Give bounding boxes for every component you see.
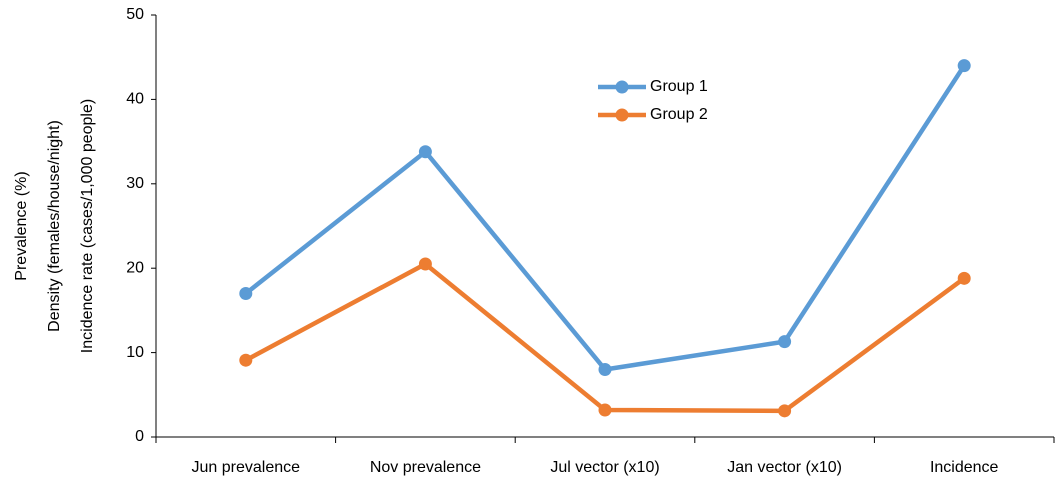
data-point [598,403,612,417]
data-point [418,257,432,271]
data-point [778,404,792,418]
x-tick-label: Jun prevalence [192,459,301,476]
y-tick-label: 50 [126,6,144,23]
y-axis-label: Prevalence (%) [13,171,30,280]
x-tick-label: Nov prevalence [370,459,481,476]
data-point [778,335,792,349]
data-point [957,59,971,73]
y-tick-label: 20 [126,259,144,276]
legend-marker [615,108,629,122]
y-tick-label: 10 [126,344,144,361]
legend-marker [615,80,629,94]
x-tick-label: Jul vector (x10) [550,459,659,476]
series-line [244,261,966,414]
legend-label: Group 1 [650,78,708,95]
x-tick-label: Jan vector (x10) [727,459,842,476]
legend-item: Group 1 [598,78,708,95]
legend-label: Group 2 [650,106,708,123]
y-tick-label: 40 [126,91,144,108]
y-axis-label: Incidence rate (cases/1,000 people) [79,99,96,353]
legend-item: Group 2 [598,106,708,123]
y-tick-label: 30 [126,175,144,192]
y-tick-label: 0 [135,428,144,445]
data-point [239,287,253,301]
x-tick-label: Incidence [930,459,999,476]
data-point [418,145,432,159]
data-point [239,353,253,367]
y-axis-label: Density (females/house/night) [46,120,63,332]
data-point [598,362,612,376]
data-point [957,271,971,285]
series-line [244,64,967,372]
